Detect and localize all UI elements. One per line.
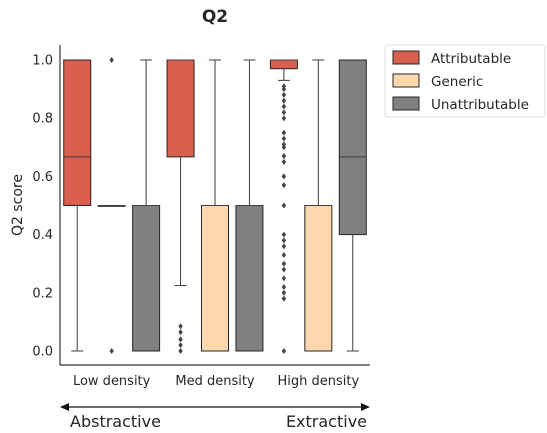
outlier-point: [281, 129, 287, 136]
y-tick-label: 0.4: [32, 228, 53, 243]
outlier-point: [178, 329, 183, 336]
abstractive-extractive-arrow: Abstractive Extractive: [60, 403, 370, 431]
y-tick-label: 0.0: [32, 345, 53, 360]
y-tick-label: 0.6: [32, 170, 53, 185]
x-tick-label: High density: [277, 374, 359, 389]
outlier-point: [281, 141, 287, 148]
x-tick-label: Med density: [175, 374, 255, 389]
box-unattributable: [132, 205, 161, 352]
y-tick-label: 0.2: [32, 286, 53, 301]
outlier-point: [178, 336, 183, 343]
legend-label: Generic: [431, 74, 483, 90]
x-tick-label: Low density: [73, 374, 151, 389]
outlier-point: [281, 289, 287, 296]
legend-swatch: [392, 96, 420, 111]
outlier-point: [281, 231, 287, 238]
chart-title: Q2: [202, 7, 228, 27]
outlier-point: [281, 348, 287, 354]
y-tick-label: 0.8: [32, 112, 53, 127]
outlier-point: [281, 173, 287, 180]
outlier-point: [281, 153, 287, 160]
outlier-point: [281, 275, 287, 282]
outlier-point: [178, 323, 183, 330]
outlier-point: [281, 158, 287, 165]
legend: Attributable Generic Unattributable: [384, 44, 546, 118]
box-unattributable: [235, 205, 264, 352]
outlier-point: [178, 348, 183, 354]
outlier-point: [281, 103, 287, 110]
outlier-point: [281, 237, 287, 244]
outlier-point: [281, 243, 287, 250]
box-generic: [201, 205, 229, 352]
outlier-point: [109, 348, 114, 354]
plot-area: 0.0 0.2 0.4 0.6 0.8 1.0 Low density Med density…: [32, 45, 370, 389]
outlier-point: [281, 91, 287, 98]
box-attributable: [166, 59, 195, 158]
outlier-point: [281, 295, 287, 302]
outlier-point: [281, 202, 287, 209]
box-attributable: [63, 59, 92, 206]
outlier-point: [109, 57, 114, 63]
y-tick-label: 1.0: [32, 54, 53, 69]
outlier-point: [281, 115, 287, 122]
outlier-point: [281, 135, 287, 142]
box-unattributable: [338, 59, 367, 236]
outlier-point: [281, 260, 287, 267]
outlier-point: [281, 109, 287, 116]
arrow-head-right: [361, 403, 370, 411]
legend-label: Unattributable: [431, 97, 529, 113]
arrow-head-left: [60, 403, 69, 411]
legend-swatch: [392, 73, 420, 88]
legend-label: Attributable: [431, 51, 511, 67]
box-attributable: [269, 59, 298, 70]
arrow-right-label: Extractive: [286, 412, 367, 431]
outlier-point: [281, 283, 287, 290]
outlier-point: [281, 83, 287, 90]
outlier-point: [281, 182, 287, 189]
legend-swatch: [392, 50, 420, 65]
y-axis-label: Q2 score: [10, 174, 26, 236]
outlier-point: [281, 97, 287, 104]
outlier-point: [281, 251, 287, 258]
arrow-left-label: Abstractive: [70, 412, 161, 431]
box-generic: [304, 205, 333, 352]
outlier-point: [281, 266, 287, 273]
legend-frame: [384, 44, 546, 118]
outlier-point: [178, 342, 183, 349]
